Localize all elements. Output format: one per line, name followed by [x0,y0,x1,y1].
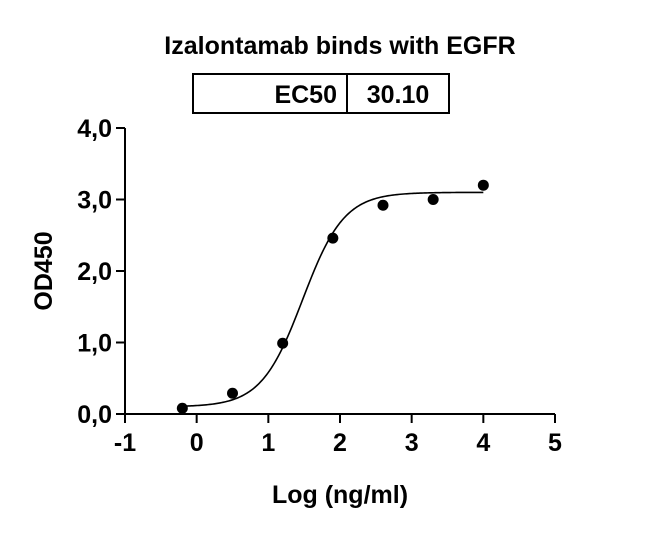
x-tick-label: 2 [333,429,347,457]
x-axis-label: Log (ng/ml) [272,481,408,509]
chart-title: Izalontamab binds with EGFR [164,32,515,60]
ec50-table-border [192,73,450,114]
x-tick-label: 5 [548,429,562,457]
data-point [227,387,238,399]
ec50-label: EC50 [274,81,337,109]
y-tick-label: 3,0 [77,187,112,215]
x-tick-label: -1 [114,429,136,457]
y-axis-label: OD450 [30,231,58,310]
data-point [327,232,339,244]
y-tick-label: 1,0 [77,330,112,358]
x-tick-label: 1 [261,429,275,457]
ec50-value: 30.10 [367,81,430,109]
x-tick-label: 4 [476,429,490,457]
ec50-table: EC50 30.10 [192,73,450,114]
data-point [427,194,439,205]
x-tick-label: 3 [405,429,419,457]
data-points [176,179,489,414]
y-axis: 0,0 1,0 2,0 3,0 4,0 [77,115,126,429]
data-point [477,179,489,191]
y-tick-label: 0,0 [77,401,112,429]
y-tick-label: 2,0 [77,258,112,286]
fit-curve [182,191,484,407]
data-point [377,199,389,211]
x-tick-label: 0 [190,429,204,457]
data-point [176,402,188,414]
data-point [277,337,289,349]
x-axis: -1 0 1 2 3 4 5 [114,413,562,457]
y-tick-label: 4,0 [77,115,112,143]
